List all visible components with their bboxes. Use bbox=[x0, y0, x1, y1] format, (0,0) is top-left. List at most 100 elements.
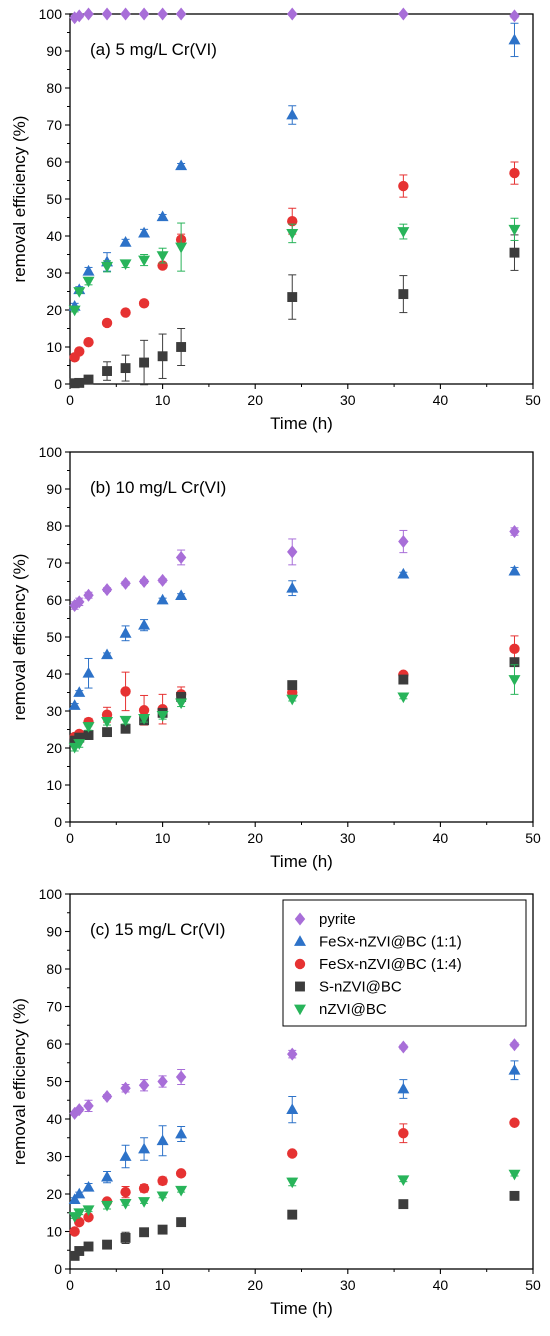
data-point bbox=[509, 9, 520, 23]
data-point bbox=[138, 1142, 151, 1154]
y-tick-label: 100 bbox=[39, 886, 63, 902]
x-tick-label: 10 bbox=[155, 830, 171, 846]
y-tick-label: 60 bbox=[46, 154, 62, 170]
series-nzvi-bc bbox=[68, 664, 521, 754]
data-point bbox=[509, 1117, 520, 1128]
data-point bbox=[175, 1127, 188, 1139]
data-point bbox=[73, 1208, 86, 1219]
data-point bbox=[175, 7, 187, 21]
data-point bbox=[83, 1099, 94, 1113]
series-fesx-nzvi-bc-1-4- bbox=[69, 1117, 520, 1237]
data-point bbox=[101, 716, 114, 728]
y-tick-label: 80 bbox=[46, 518, 62, 534]
y-tick-label: 50 bbox=[46, 1074, 62, 1090]
data-point bbox=[508, 1169, 521, 1181]
data-point bbox=[156, 593, 169, 605]
data-point bbox=[175, 550, 187, 564]
data-point bbox=[397, 1082, 410, 1094]
legend-label: pyrite bbox=[319, 911, 356, 928]
data-point bbox=[287, 7, 298, 21]
data-point bbox=[286, 1177, 299, 1189]
data-point bbox=[157, 1075, 168, 1088]
x-tick-label: 10 bbox=[155, 392, 171, 408]
data-point bbox=[508, 1064, 521, 1075]
data-point bbox=[74, 377, 85, 388]
x-tick-label: 20 bbox=[247, 830, 263, 846]
legend-label: nZVI@BC bbox=[319, 1001, 387, 1018]
data-point bbox=[138, 298, 150, 309]
data-point bbox=[119, 1150, 132, 1161]
series-nzvi-bc bbox=[68, 1169, 521, 1223]
y-tick-label: 10 bbox=[46, 339, 62, 355]
data-point bbox=[139, 357, 150, 368]
data-point bbox=[508, 675, 521, 686]
data-point bbox=[82, 722, 95, 733]
series-fesx-nzvi-bc-1-4- bbox=[69, 161, 520, 363]
data-point bbox=[138, 575, 150, 588]
data-point bbox=[286, 228, 299, 240]
data-point bbox=[397, 692, 410, 704]
data-point bbox=[74, 595, 85, 609]
data-point bbox=[157, 573, 168, 587]
data-point bbox=[68, 1193, 81, 1205]
x-tick-label: 20 bbox=[247, 1277, 263, 1293]
data-point bbox=[398, 1040, 409, 1054]
panel-label: (c) 15 mg/L Cr(VI) bbox=[90, 920, 225, 939]
legend-label: FeSx-nZVI@BC (1:4) bbox=[319, 956, 462, 973]
series-pyrite bbox=[69, 7, 520, 25]
y-tick-label: 50 bbox=[46, 629, 62, 645]
x-tick-label: 0 bbox=[66, 830, 74, 846]
x-tick-label: 50 bbox=[525, 392, 541, 408]
data-point bbox=[120, 686, 131, 697]
data-point bbox=[138, 713, 151, 725]
x-axis-title: Time (h) bbox=[270, 414, 333, 433]
y-tick-label: 20 bbox=[46, 740, 62, 756]
data-point bbox=[83, 1241, 94, 1252]
data-point bbox=[83, 336, 94, 348]
data-point bbox=[120, 576, 131, 590]
x-tick-label: 30 bbox=[340, 1277, 356, 1293]
data-points bbox=[68, 7, 521, 389]
data-point bbox=[102, 1239, 112, 1250]
y-axis-title: removal efficiency (%) bbox=[10, 554, 29, 721]
y-tick-label: 70 bbox=[46, 999, 62, 1015]
data-point bbox=[398, 674, 409, 685]
data-point bbox=[138, 255, 151, 267]
legend-marker bbox=[294, 958, 306, 970]
x-tick-label: 40 bbox=[433, 830, 449, 846]
y-tick-label: 30 bbox=[46, 1149, 62, 1165]
data-point bbox=[175, 242, 188, 254]
legend-marker bbox=[295, 981, 305, 992]
y-tick-label: 0 bbox=[54, 376, 62, 392]
panel-label: (a) 5 mg/L Cr(VI) bbox=[90, 40, 217, 59]
data-point bbox=[138, 1078, 150, 1092]
data-point bbox=[83, 588, 94, 602]
y-tick-label: 90 bbox=[46, 481, 62, 497]
x-tick-label: 30 bbox=[340, 830, 356, 846]
legend-label: S-nZVI@BC bbox=[319, 979, 402, 996]
data-point bbox=[120, 1186, 131, 1198]
data-point bbox=[73, 1187, 86, 1199]
plot-frame bbox=[69, 451, 534, 823]
legend-label: FeSx-nZVI@BC (1:1) bbox=[319, 934, 462, 951]
data-point bbox=[157, 1175, 168, 1187]
series-fesx-nzvi-bc-1-1- bbox=[68, 1060, 521, 1205]
data-point bbox=[74, 1246, 85, 1256]
data-point bbox=[83, 7, 94, 21]
data-point bbox=[83, 730, 94, 740]
data-point bbox=[509, 167, 520, 179]
data-point bbox=[101, 261, 114, 273]
data-point bbox=[119, 236, 132, 247]
legend-marker bbox=[294, 912, 306, 926]
data-point bbox=[156, 1134, 169, 1146]
data-point bbox=[74, 732, 85, 743]
data-point bbox=[74, 346, 85, 357]
data-point bbox=[398, 180, 409, 192]
data-point bbox=[509, 657, 520, 668]
data-point bbox=[175, 159, 188, 171]
x-tick-label: 50 bbox=[525, 830, 541, 846]
plot-frame bbox=[69, 13, 534, 385]
y-tick-label: 40 bbox=[46, 666, 62, 682]
y-tick-label: 0 bbox=[54, 814, 62, 830]
